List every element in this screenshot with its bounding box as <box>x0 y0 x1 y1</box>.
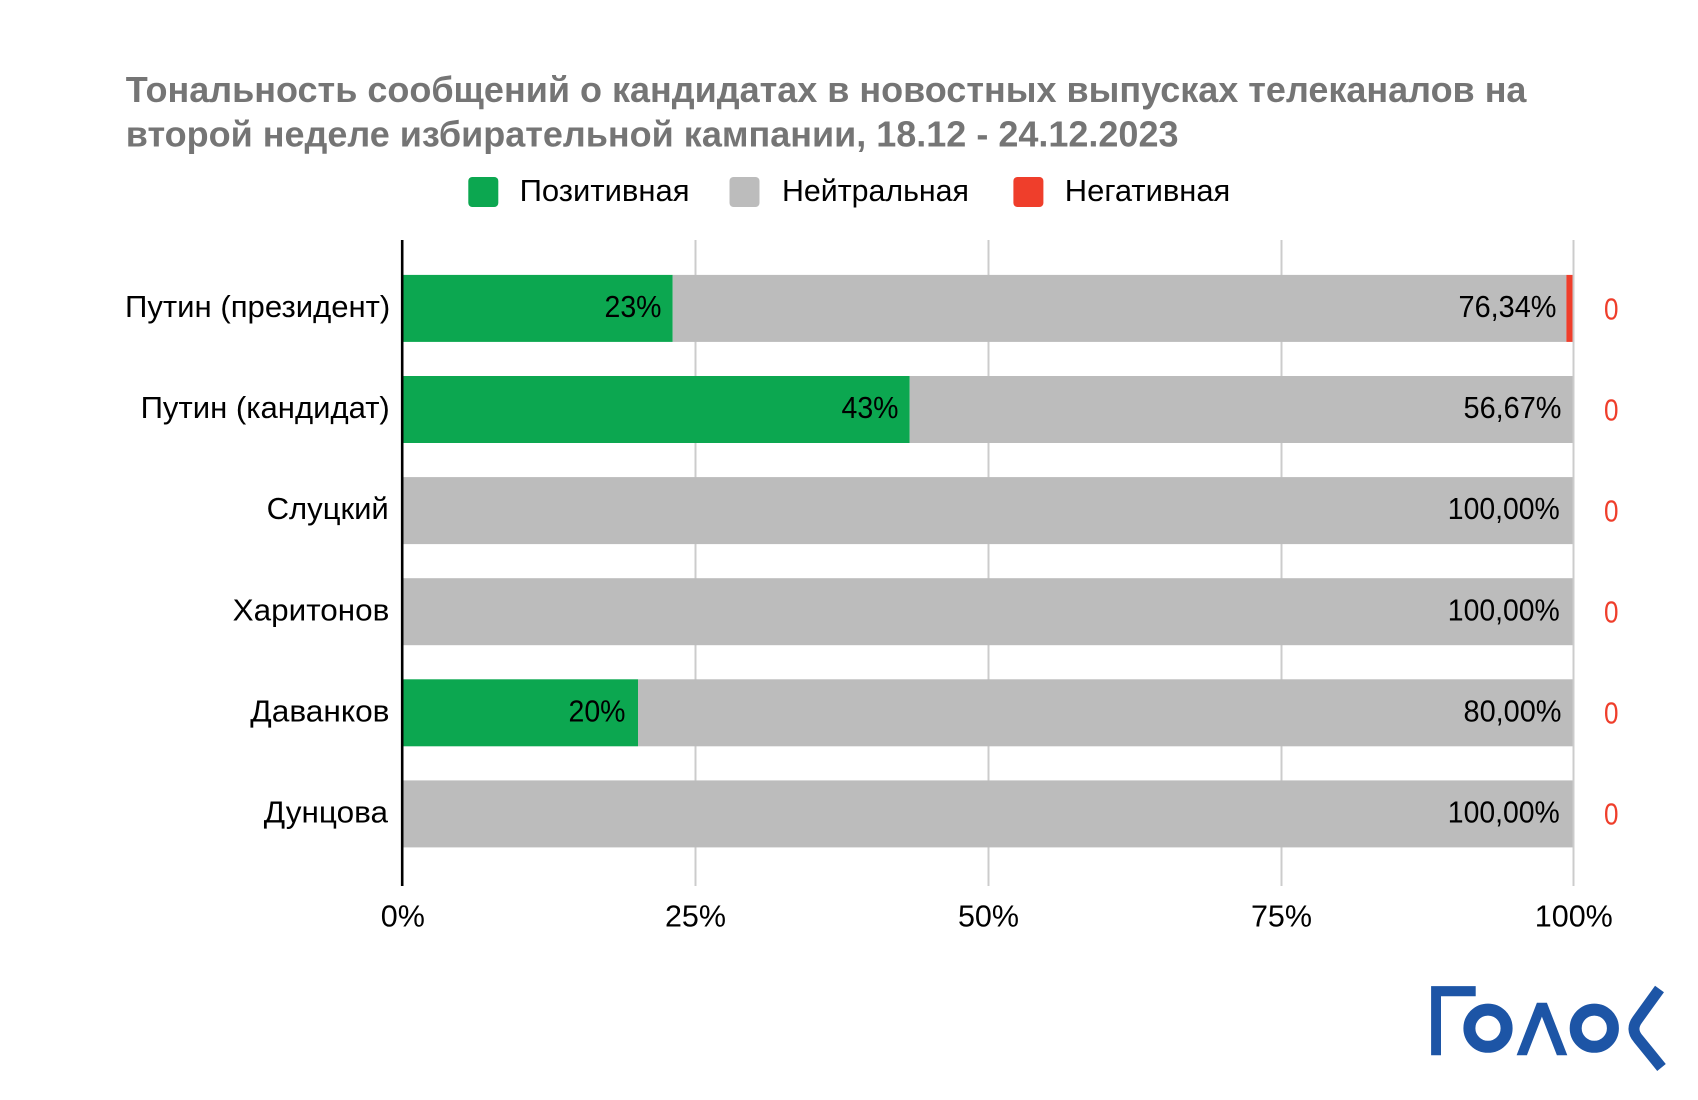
svg-text:80,00%: 80,00% <box>1464 694 1562 728</box>
svg-text:50%: 50% <box>958 899 1019 933</box>
svg-text:Путин (кандидат): Путин (кандидат) <box>141 391 390 425</box>
svg-text:0: 0 <box>1604 798 1619 832</box>
svg-text:Тональность сообщений о кандид: Тональность сообщений о кандидатах в нов… <box>126 69 1528 110</box>
svg-text:Дунцова: Дунцова <box>264 795 388 829</box>
svg-text:Путин (президент): Путин (президент) <box>125 290 390 324</box>
svg-text:0: 0 <box>1604 494 1619 528</box>
svg-text:100%: 100% <box>1535 899 1613 933</box>
svg-text:25%: 25% <box>665 899 726 933</box>
svg-text:Даванков: Даванков <box>250 694 389 728</box>
svg-text:0: 0 <box>1604 292 1619 326</box>
svg-text:23%: 23% <box>605 290 662 324</box>
svg-text:100,00%: 100,00% <box>1448 492 1560 526</box>
svg-text:100,00%: 100,00% <box>1448 593 1560 627</box>
svg-text:0: 0 <box>1604 697 1619 731</box>
svg-text:0: 0 <box>1604 393 1619 427</box>
svg-text:76,34%: 76,34% <box>1459 290 1557 324</box>
svg-text:0%: 0% <box>381 899 425 933</box>
svg-text:Харитонов: Харитонов <box>233 593 390 627</box>
svg-text:0: 0 <box>1604 595 1619 629</box>
svg-text:56,67%: 56,67% <box>1464 391 1562 425</box>
svg-text:Позитивная: Позитивная <box>520 174 690 208</box>
svg-text:Негативная: Негативная <box>1065 174 1231 208</box>
svg-text:Нейтральная: Нейтральная <box>782 174 969 208</box>
svg-text:Слуцкий: Слуцкий <box>267 492 389 526</box>
svg-text:второй неделе избирательной ка: второй неделе избирательной кампании, 18… <box>126 114 1179 155</box>
svg-text:43%: 43% <box>842 391 899 425</box>
svg-text:100,00%: 100,00% <box>1448 795 1560 829</box>
svg-text:75%: 75% <box>1251 899 1312 933</box>
svg-text:20%: 20% <box>569 694 626 728</box>
